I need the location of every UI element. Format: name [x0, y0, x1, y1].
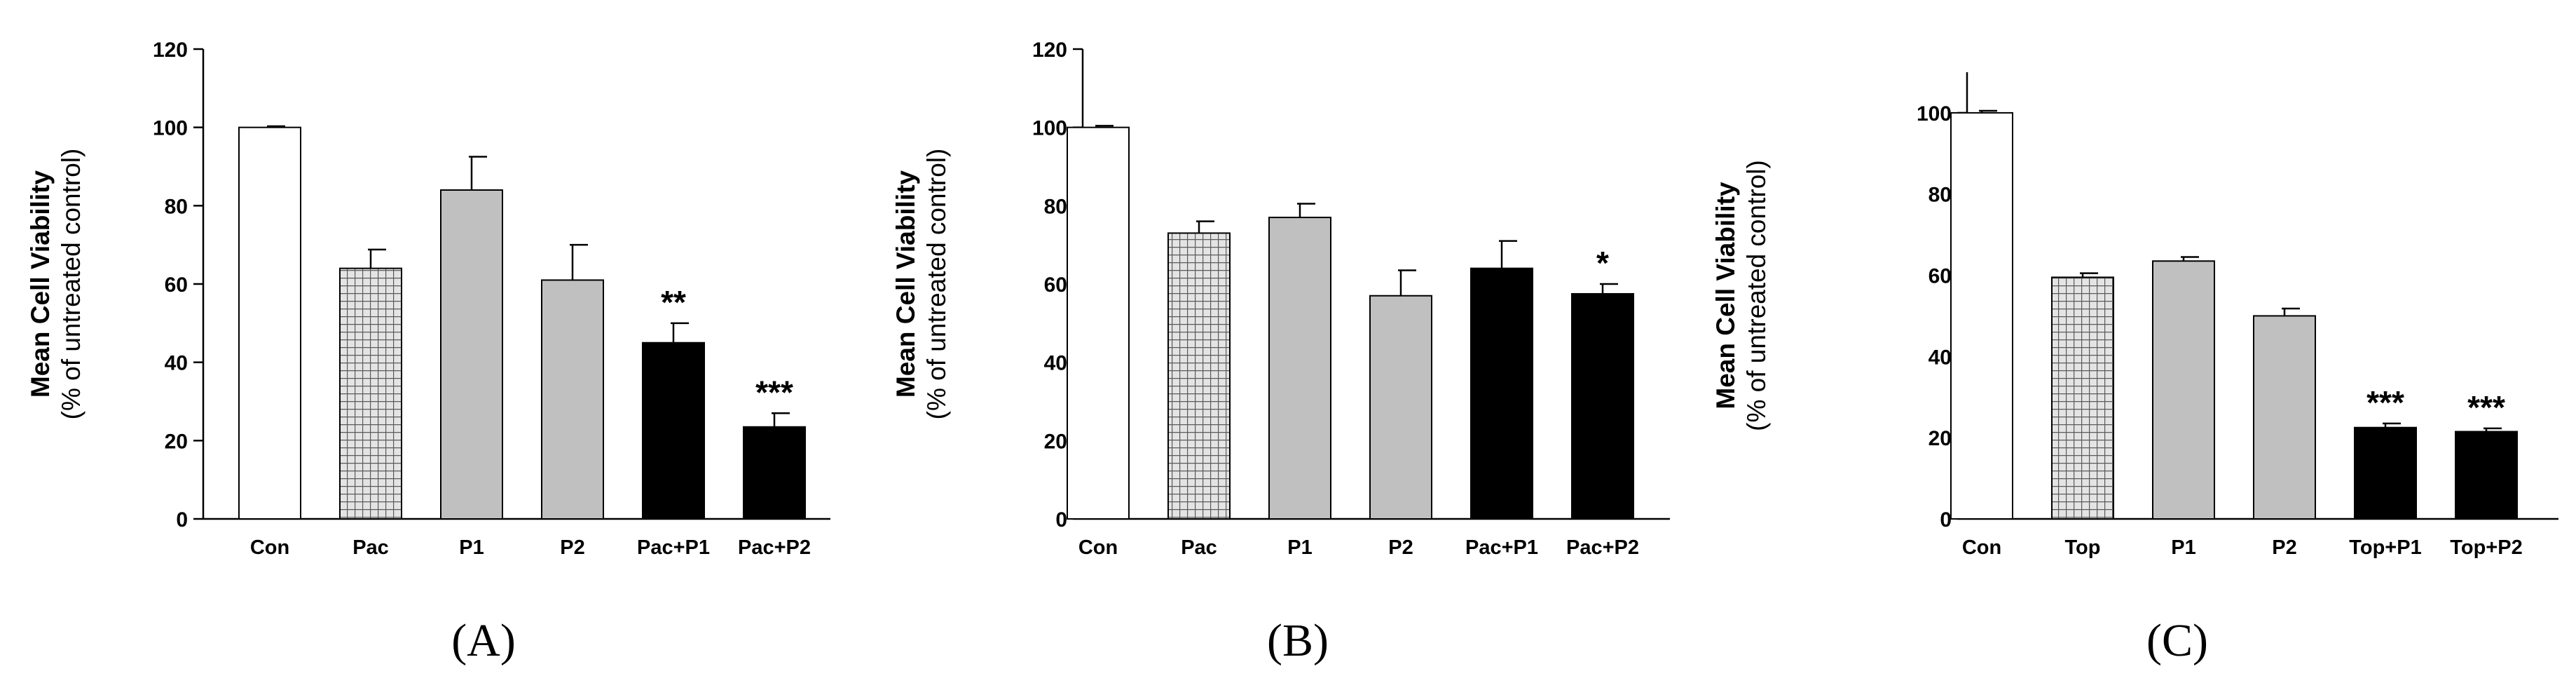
bar-p1: [440, 189, 503, 520]
y-axis-subtitle: (% of untreated control): [922, 149, 951, 420]
bar-pac: [339, 267, 402, 520]
significance-mark: *: [1596, 245, 1609, 281]
y-tick-label: 0: [1055, 508, 1067, 532]
y-tick-label: 0: [176, 508, 188, 532]
category-label: Con: [250, 536, 289, 559]
significance-mark: ***: [2467, 389, 2505, 426]
bar-pac: [1167, 232, 1231, 520]
category-label: Pac: [352, 536, 389, 559]
y-axis-subtitle: (% of untreated control): [1742, 160, 1771, 431]
category-label: P2: [1388, 536, 1413, 559]
bar-pac-plus-p2: [743, 426, 806, 520]
bar-con: [238, 126, 301, 520]
panel-label: (B): [1267, 615, 1329, 666]
panel-a: 0 20 40 60 80 100 120 Mean Cell Viability (% of …: [26, 39, 830, 666]
y-tick-label: 20: [1044, 430, 1067, 453]
category-label: Pac+P1: [1465, 536, 1538, 559]
y-tick-label: 60: [1928, 265, 1952, 288]
bar-p2: [2253, 315, 2316, 520]
y-tick-label: 40: [1044, 352, 1067, 375]
category-label: Pac+P1: [637, 536, 710, 559]
y-tick-label: 80: [1928, 184, 1952, 207]
y-axis-title: Mean Cell Viability: [891, 170, 920, 398]
category-label: Con: [1962, 536, 2001, 559]
significance-mark: **: [661, 284, 686, 320]
significance-mark: ***: [755, 374, 793, 410]
bar-p1: [2152, 260, 2215, 520]
category-label: P2: [2272, 536, 2296, 559]
panel-b: 0 20 40 60 80 100 120 Mean Cell Viability (% of …: [891, 39, 1670, 666]
y-tick-label: 40: [1928, 346, 1952, 369]
y-tick-label: 0: [1940, 508, 1952, 532]
category-label: P1: [459, 536, 484, 559]
category-label: Pac+P2: [1566, 536, 1639, 559]
bar-con: [1067, 126, 1130, 520]
category-label: P1: [1287, 536, 1312, 559]
y-tick-label: 100: [1917, 102, 1952, 126]
category-label: Top+P2: [2450, 536, 2522, 559]
y-axis-title: Mean Cell Viability: [26, 170, 55, 398]
panel-c: 0 20 40 60 80 100 Mean Cell Viability (% of unt…: [1711, 72, 2558, 666]
category-label: Top+P1: [2349, 536, 2421, 559]
category-label: Con: [1078, 536, 1118, 559]
panel-label: (C): [2146, 615, 2208, 666]
category-label: Pac+P2: [738, 536, 811, 559]
bar-top-plus-p1: [2354, 426, 2417, 520]
y-tick-label: 120: [1032, 39, 1067, 62]
y-tick-label: 100: [153, 117, 188, 140]
bar-p1: [1268, 217, 1331, 520]
bar-pac-plus-p1: [1470, 267, 1533, 520]
category-label: P2: [560, 536, 584, 559]
category-label: Top: [2065, 536, 2101, 559]
bar-con: [1950, 111, 2013, 520]
y-tick-label: 80: [165, 195, 188, 218]
bar-p2: [541, 279, 604, 520]
significance-mark: ***: [2366, 384, 2404, 421]
bar-top-plus-p2: [2455, 431, 2518, 520]
category-label: P1: [2171, 536, 2195, 559]
y-tick-label: 100: [1032, 117, 1067, 140]
bar-p2: [1369, 295, 1432, 520]
y-tick-label: 120: [153, 39, 188, 62]
y-tick-label: 60: [1044, 273, 1067, 297]
y-tick-label: 40: [165, 352, 188, 375]
y-tick-label: 80: [1044, 195, 1067, 218]
bar-pac-plus-p1: [642, 342, 705, 520]
category-label: Pac: [1181, 536, 1217, 559]
y-axis-subtitle: (% of untreated control): [57, 149, 85, 420]
y-tick-label: 20: [165, 430, 188, 453]
y-axis-title: Mean Cell Viability: [1711, 182, 1740, 410]
y-tick-label: 60: [165, 273, 188, 297]
bar-pac-plus-p2: [1571, 292, 1634, 520]
bar-top: [2051, 276, 2114, 520]
panel-label: (A): [451, 615, 516, 666]
y-tick-label: 20: [1928, 427, 1952, 450]
